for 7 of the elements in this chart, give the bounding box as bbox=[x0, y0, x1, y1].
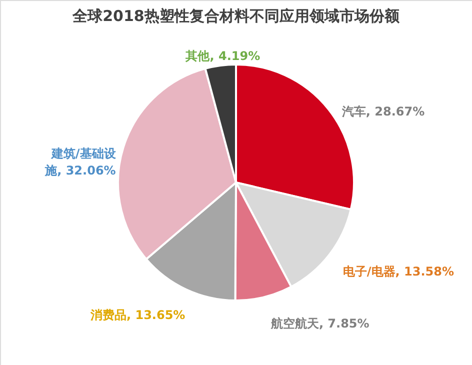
slice-label: 建筑/基础设施, 32.06% bbox=[44, 146, 117, 178]
slice-label: 汽车, 28.67% bbox=[340, 104, 425, 118]
slice-label: 航空航天, 7.85% bbox=[270, 316, 370, 330]
slice-label: 电子/电器, 13.58% bbox=[342, 264, 454, 278]
chart-title: 全球2018热塑性复合材料不同应用领域市场份额 bbox=[72, 7, 400, 25]
slice-label: 其他, 4.19% bbox=[184, 49, 260, 64]
slice-label: 消费品, 13.65% bbox=[89, 308, 186, 322]
